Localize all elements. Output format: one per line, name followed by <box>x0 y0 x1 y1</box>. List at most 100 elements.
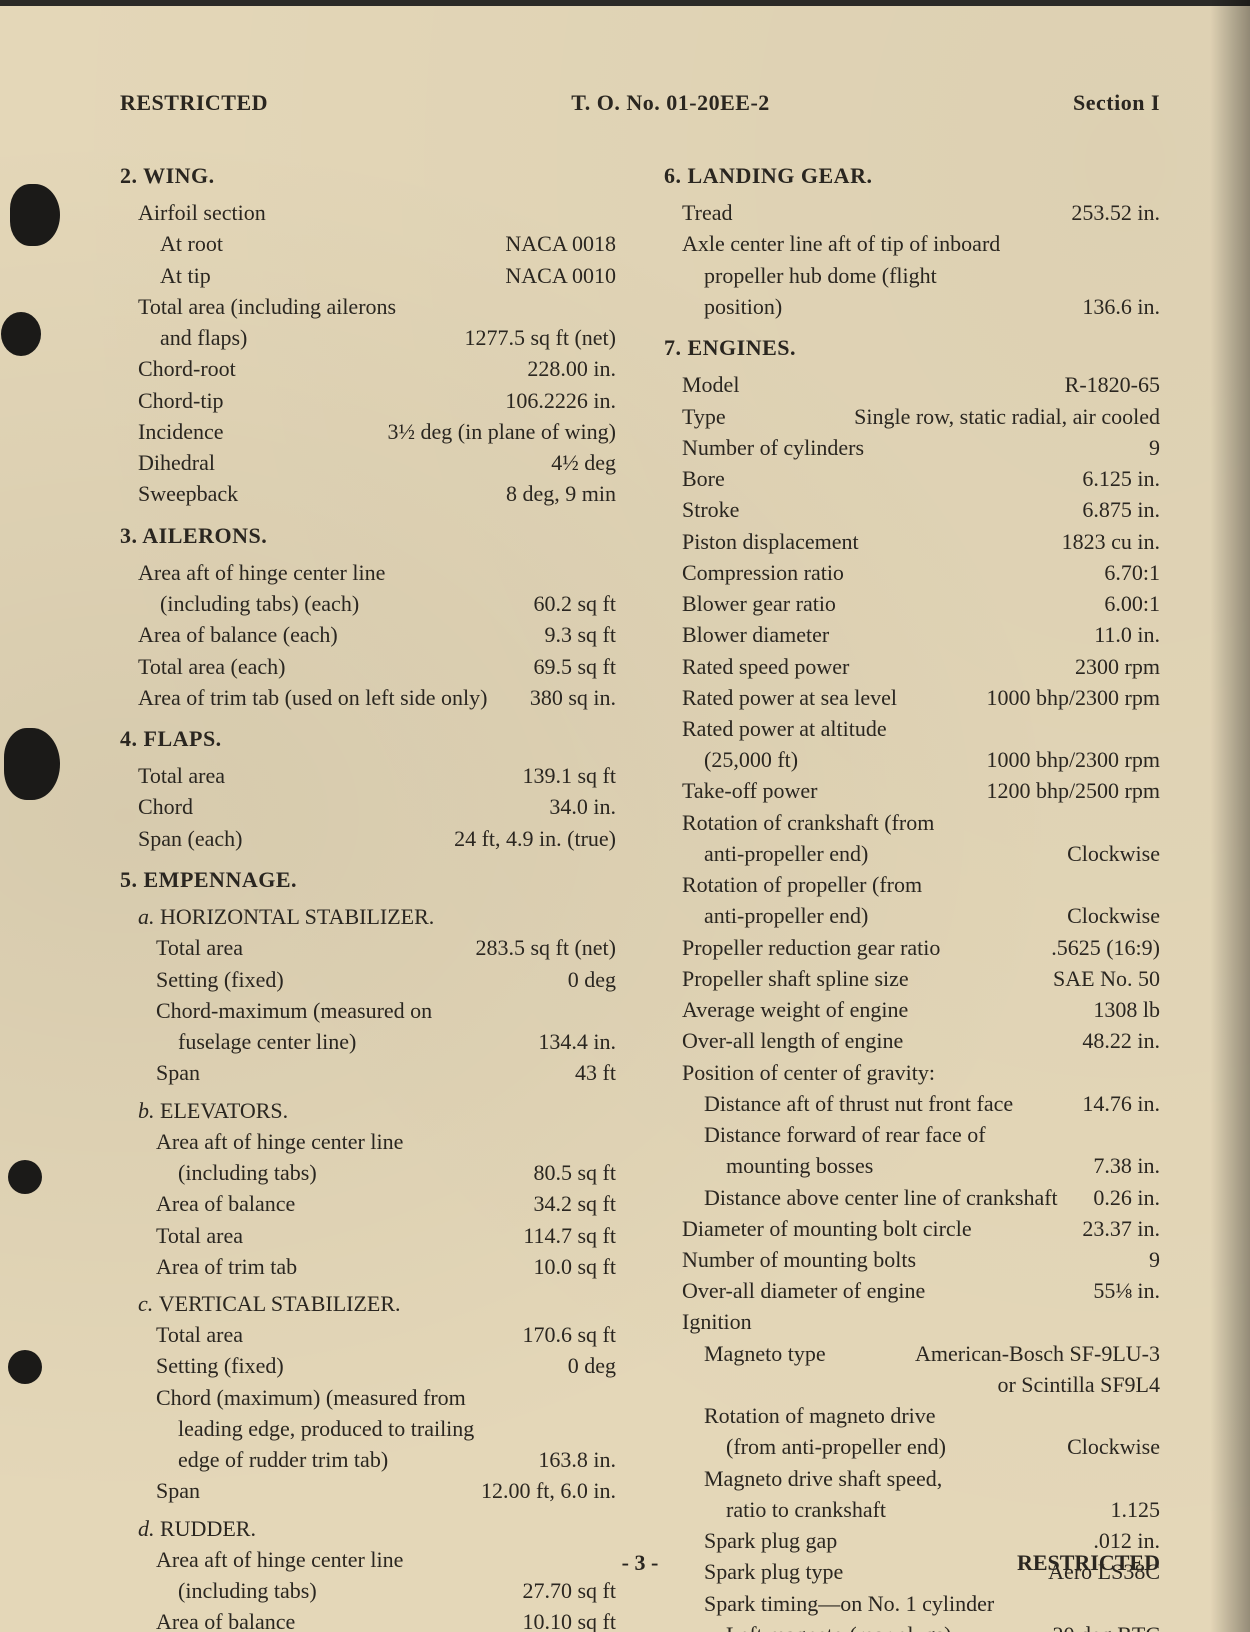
page: RESTRICTED T. O. No. 01-20EE-2 Section I… <box>0 0 1250 1632</box>
spec-row: Blower diameter11.0 in. <box>682 619 1160 650</box>
spec-row: Magneto drive shaft speed, <box>682 1463 1160 1494</box>
spec-value: American-Bosch SF-9LU-3 <box>915 1338 1160 1369</box>
subsection-title: a. HORIZONTAL STABILIZER. <box>138 901 616 932</box>
spec-value: 69.5 sq ft <box>534 651 617 682</box>
spec-label: Tread <box>682 197 733 228</box>
spec-label: Span (each) <box>138 823 242 854</box>
spec-value: 136.6 in. <box>1082 291 1160 322</box>
spec-row: Area of balance34.2 sq ft <box>156 1188 616 1219</box>
spec-value: 114.7 sq ft <box>523 1220 616 1251</box>
spec-row: Magneto type American-Bosch SF-9LU-3 <box>682 1338 1160 1369</box>
spec-row: anti-propeller end)Clockwise <box>682 900 1160 931</box>
spec-label: mounting bosses <box>682 1150 873 1181</box>
header-right: Section I <box>1073 90 1160 116</box>
section-title-landing-gear: 6. LANDING GEAR. <box>664 160 1160 191</box>
subsection-prefix: c. <box>138 1291 159 1316</box>
spec-value: 60.2 sq ft <box>534 588 617 619</box>
page-number: - 3 - <box>280 1550 1000 1576</box>
subsection-prefix: a. <box>138 904 160 929</box>
spec-label: Magneto type <box>682 1338 826 1369</box>
spec-label: Rotation of magneto drive <box>682 1400 936 1431</box>
section-title-ailerons: 3. AILERONS. <box>120 520 616 551</box>
spec-value: 48.22 in. <box>1082 1025 1160 1056</box>
spec-row: Sweepback8 deg, 9 min <box>138 478 616 509</box>
section-wing: Airfoil sectionAt rootNACA 0018At tipNAC… <box>138 197 616 509</box>
spec-label: Position of center of gravity: <box>682 1057 935 1088</box>
spec-label: Incidence <box>138 416 224 447</box>
spec-row: Span (each)24 ft, 4.9 in. (true) <box>138 823 616 854</box>
spec-label: (including tabs) (each) <box>138 588 359 619</box>
spec-label: Setting (fixed) <box>156 964 284 995</box>
spec-label: Over-all length of engine <box>682 1025 903 1056</box>
footer-left-spacer <box>120 1550 280 1576</box>
spec-value: 106.2226 in. <box>505 385 616 416</box>
spec-row: ModelR-1820-65 <box>682 369 1160 400</box>
spec-label: At tip <box>138 260 211 291</box>
spec-label: and flaps) <box>138 322 247 353</box>
spec-row: Chord34.0 in. <box>138 791 616 822</box>
spec-row: Over-all diameter of engine 55⅛ in. <box>682 1275 1160 1306</box>
subsection-block: Total area170.6 sq ftSetting (fixed)0 de… <box>156 1319 616 1506</box>
spec-row: Total area (each) 69.5 sq ft <box>138 651 616 682</box>
spec-value: 1000 bhp/2300 rpm <box>986 744 1160 775</box>
subsection-block: Area aft of hinge center line(including … <box>156 1126 616 1282</box>
spec-label: Model <box>682 369 739 400</box>
spec-label: Compression ratio <box>682 557 844 588</box>
spec-row: Propeller shaft spline sizeSAE No. 50 <box>682 963 1160 994</box>
spec-row: Area of trim tab10.0 sq ft <box>156 1251 616 1282</box>
spec-label: Total area <box>156 932 243 963</box>
spec-row: fuselage center line)134.4 in. <box>156 1026 616 1057</box>
subsection-name: HORIZONTAL STABILIZER. <box>160 904 434 929</box>
scan-edge-right <box>1210 0 1250 1632</box>
spec-label: At root <box>138 228 223 259</box>
subsection-name: ELEVATORS. <box>160 1098 288 1123</box>
section-engines: ModelR-1820-65TypeSingle row, static rad… <box>682 369 1160 1632</box>
section-empennage: a. HORIZONTAL STABILIZER.Total area283.5… <box>120 901 616 1632</box>
spec-row: Rated speed power2300 rpm <box>682 651 1160 682</box>
spec-label: Airfoil section <box>138 197 266 228</box>
spec-label: Chord-maximum (measured on <box>156 995 432 1026</box>
spec-row: Average weight of engine1308 lb <box>682 994 1160 1025</box>
spec-value: 228.00 in. <box>527 353 616 384</box>
spec-value: 9 <box>1149 1244 1160 1275</box>
spec-value: Clockwise <box>1067 1431 1160 1462</box>
spec-value: 80.5 sq ft <box>534 1157 617 1188</box>
spec-value: 1000 bhp/2300 rpm <box>986 682 1160 713</box>
spec-label: Blower diameter <box>682 619 829 650</box>
page-footer: - 3 - RESTRICTED <box>120 1550 1160 1576</box>
spec-row: Spark timing—on No. 1 cylinder <box>682 1588 1160 1619</box>
spec-label: Left magneto (rear plugs) <box>682 1619 951 1632</box>
spec-row: Setting (fixed)0 deg <box>156 1350 616 1381</box>
spec-row: Dihedral4½ deg <box>138 447 616 478</box>
spec-value: 9 <box>1149 432 1160 463</box>
spec-label: edge of rudder trim tab) <box>156 1444 388 1475</box>
spec-row: Rated power at altitude <box>682 713 1160 744</box>
spec-value: 55⅛ in. <box>1093 1275 1160 1306</box>
spec-value: 0 deg <box>568 964 616 995</box>
spec-value: 43 ft <box>575 1057 616 1088</box>
spec-row: Distance forward of rear face of <box>682 1119 1160 1150</box>
spec-row: Number of cylinders9 <box>682 432 1160 463</box>
spec-label: Total area (each) <box>138 651 285 682</box>
spec-label: propeller hub dome (flight <box>682 260 937 291</box>
spec-value: or Scintilla SF9L4 <box>997 1369 1160 1400</box>
spec-label: Rated power at altitude <box>682 713 887 744</box>
spec-label: Area of trim tab (used on left side only… <box>138 682 487 713</box>
spec-value: 3½ deg (in plane of wing) <box>388 416 617 447</box>
spec-label: Over-all diameter of engine <box>682 1275 925 1306</box>
spec-row: Chord-tip106.2226 in. <box>138 385 616 416</box>
spec-row: Bore6.125 in. <box>682 463 1160 494</box>
spec-label: fuselage center line) <box>156 1026 356 1057</box>
spec-label: Chord <box>138 791 193 822</box>
spec-row: Piston displacement1823 cu in. <box>682 526 1160 557</box>
spec-row: Area of trim tab (used on left side only… <box>138 682 616 713</box>
spec-value: 170.6 sq ft <box>523 1319 617 1350</box>
spec-label: Stroke <box>682 494 739 525</box>
spec-row: Total area114.7 sq ft <box>156 1220 616 1251</box>
spec-row: mounting bosses7.38 in. <box>682 1150 1160 1181</box>
spec-label: Number of mounting bolts <box>682 1244 916 1275</box>
hole-punch-icon <box>8 1350 42 1384</box>
spec-value: 0 deg <box>568 1350 616 1381</box>
spec-value: 14.76 in. <box>1082 1088 1160 1119</box>
spec-label: Area aft of hinge center line <box>138 557 385 588</box>
